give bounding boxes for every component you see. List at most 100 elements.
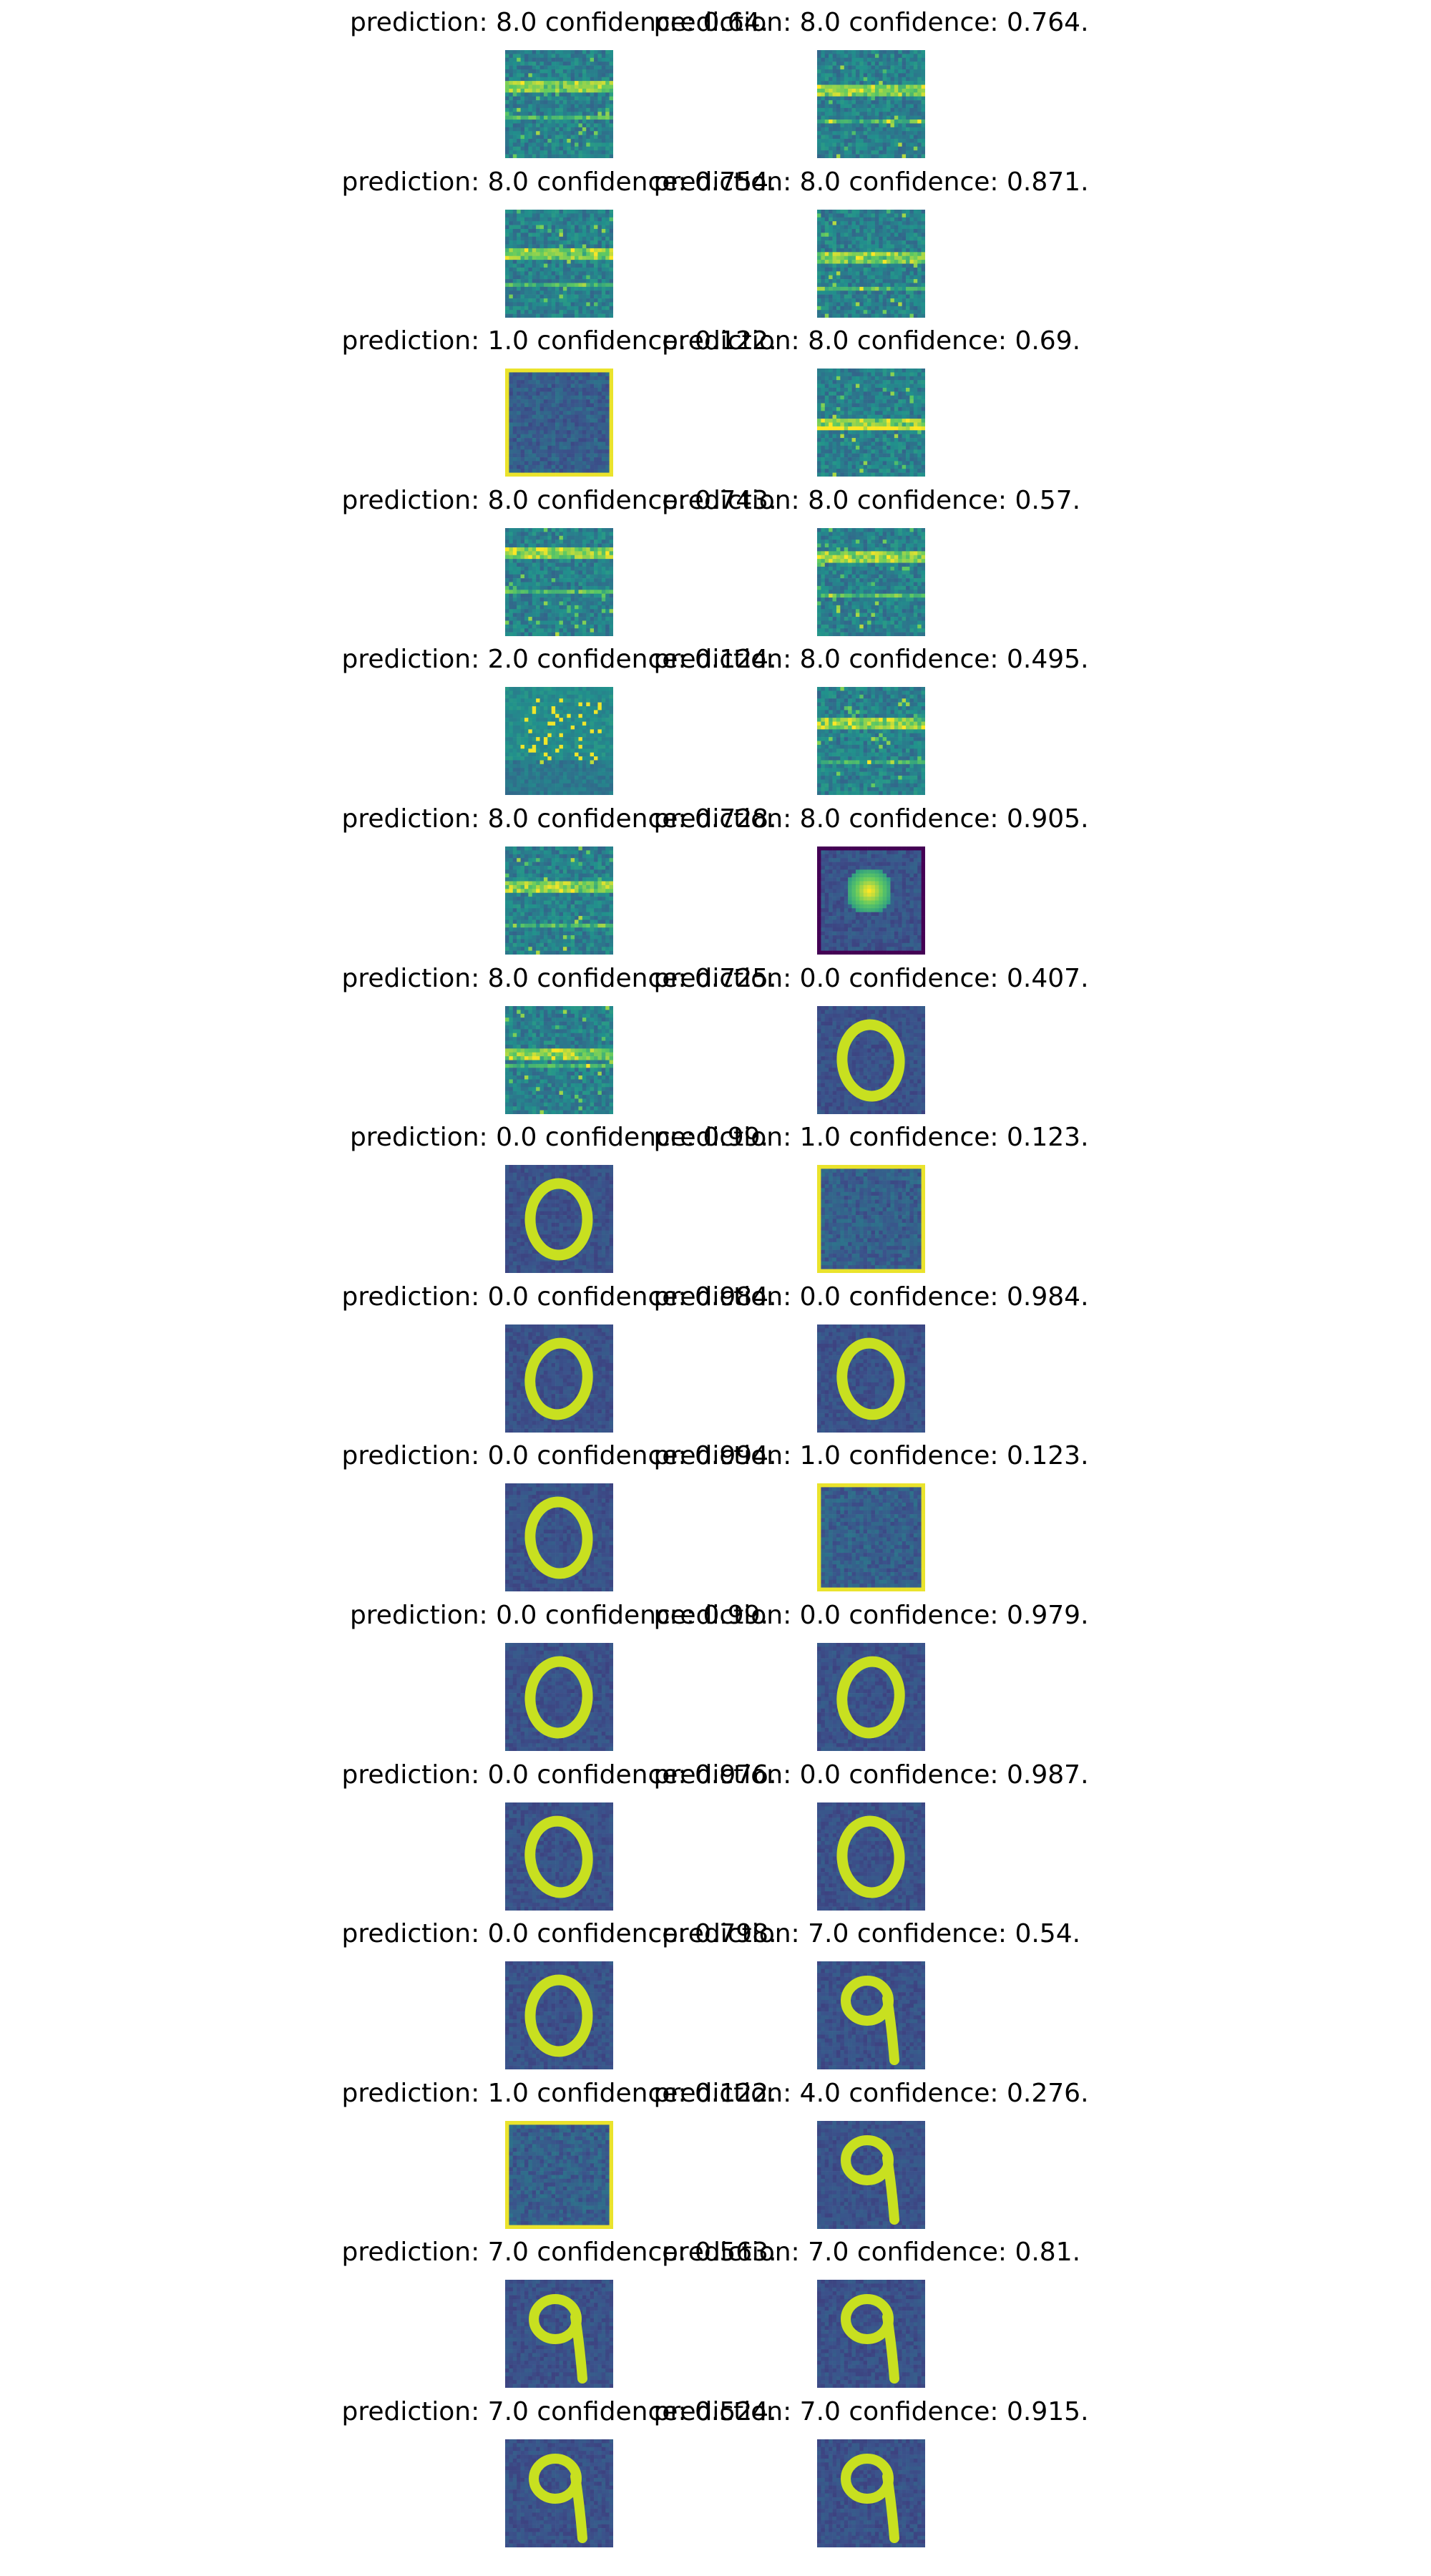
- image-pixel: [601, 104, 606, 109]
- image-pixel: [913, 54, 918, 59]
- image-pixel: [505, 426, 509, 431]
- image-pixel: [898, 472, 902, 477]
- image-pixel: [555, 81, 560, 85]
- image-pixel: [909, 57, 914, 62]
- image-pixel: [555, 263, 560, 268]
- image-pixel: [855, 422, 860, 427]
- image-pixel: [909, 107, 914, 112]
- image-pixel: [578, 248, 583, 253]
- image-pixel: [594, 302, 598, 307]
- image-pixel: [840, 275, 845, 280]
- image-pixel: [917, 380, 922, 384]
- image-pixel: [902, 210, 907, 214]
- image-pixel: [855, 395, 860, 400]
- image-pixel: [517, 453, 521, 458]
- image-pixel: [555, 150, 560, 155]
- image-pixel: [909, 310, 914, 314]
- image-pixel: [840, 252, 845, 257]
- image-pixel: [582, 150, 587, 155]
- image-pixel: [902, 217, 907, 222]
- image-pixel: [890, 406, 895, 411]
- image-pixel: [832, 286, 837, 291]
- image-pixel: [605, 528, 610, 532]
- image-pixel: [543, 313, 548, 318]
- image-pixel: [512, 81, 517, 85]
- image-pixel: [821, 438, 826, 442]
- image-pixel: [543, 84, 548, 89]
- image-pixel: [512, 426, 517, 431]
- image-pixel: [543, 283, 548, 288]
- image-pixel: [601, 77, 606, 82]
- image-pixel: [829, 430, 833, 434]
- image-pixel: [586, 81, 590, 85]
- image-pixel: [543, 559, 548, 563]
- image-pixel: [887, 146, 891, 151]
- image-pixel: [567, 469, 571, 473]
- image-pixel: [844, 131, 849, 135]
- image-pixel: [844, 384, 849, 389]
- image-pixel: [536, 57, 540, 62]
- image-pixel: [902, 411, 907, 416]
- image-pixel: [890, 150, 895, 155]
- prediction-caption: prediction: 8.0 confidence: 0.871.: [653, 170, 1088, 195]
- image-pixel: [547, 271, 552, 275]
- image-pixel: [817, 73, 821, 78]
- image-pixel: [890, 411, 895, 416]
- image-pixel: [590, 54, 595, 59]
- image-pixel: [578, 313, 583, 318]
- image-pixel: [578, 240, 583, 245]
- image-pixel: [551, 461, 556, 466]
- image-pixel: [601, 445, 606, 450]
- image-pixel: [559, 139, 564, 143]
- image-pixel: [609, 275, 613, 280]
- image-pixel: [867, 50, 871, 54]
- image-pixel: [555, 260, 560, 264]
- image-pixel: [551, 244, 556, 249]
- image-pixel: [582, 399, 587, 404]
- image-pixel: [559, 127, 564, 132]
- image-pixel: [520, 464, 525, 469]
- image-pixel: [551, 131, 556, 135]
- image-pixel: [917, 127, 922, 132]
- image-pixel: [817, 310, 821, 314]
- image-pixel: [590, 65, 595, 70]
- image-pixel: [528, 146, 533, 151]
- image-pixel: [902, 260, 907, 264]
- image-pixel: [871, 73, 876, 78]
- image-pixel: [578, 441, 583, 447]
- image-pixel: [887, 142, 891, 147]
- image-pixel: [836, 422, 841, 427]
- image-pixel: [559, 414, 564, 419]
- image-pixel: [894, 422, 899, 427]
- image-pixel: [586, 210, 590, 214]
- image-pixel: [863, 472, 868, 477]
- image-pixel: [562, 107, 567, 112]
- image-pixel: [817, 279, 821, 283]
- image-pixel: [821, 100, 826, 104]
- image-pixel: [890, 438, 895, 442]
- image-pixel: [909, 464, 914, 469]
- image-pixel: [832, 267, 837, 272]
- image-pixel: [909, 221, 914, 225]
- image-pixel: [879, 395, 883, 400]
- image-pixel: [859, 391, 864, 396]
- image-pixel: [829, 449, 833, 454]
- image-pixel: [551, 112, 556, 116]
- image-pixel: [874, 461, 879, 466]
- image-pixel: [520, 453, 525, 458]
- image-pixel: [840, 391, 845, 396]
- image-pixel: [547, 123, 552, 128]
- image-pixel: [570, 559, 575, 563]
- image-pixel: [836, 271, 841, 275]
- image-pixel: [590, 294, 595, 299]
- image-pixel: [532, 294, 537, 299]
- image-pixel: [859, 313, 864, 318]
- image-pixel: [832, 142, 837, 147]
- image-pixel: [539, 419, 544, 423]
- image-pixel: [505, 445, 509, 450]
- image-pixel: [874, 240, 879, 245]
- image-pixel: [536, 267, 540, 272]
- image-pixel: [874, 123, 879, 128]
- image-pixel: [909, 240, 914, 245]
- image-pixel: [532, 562, 537, 567]
